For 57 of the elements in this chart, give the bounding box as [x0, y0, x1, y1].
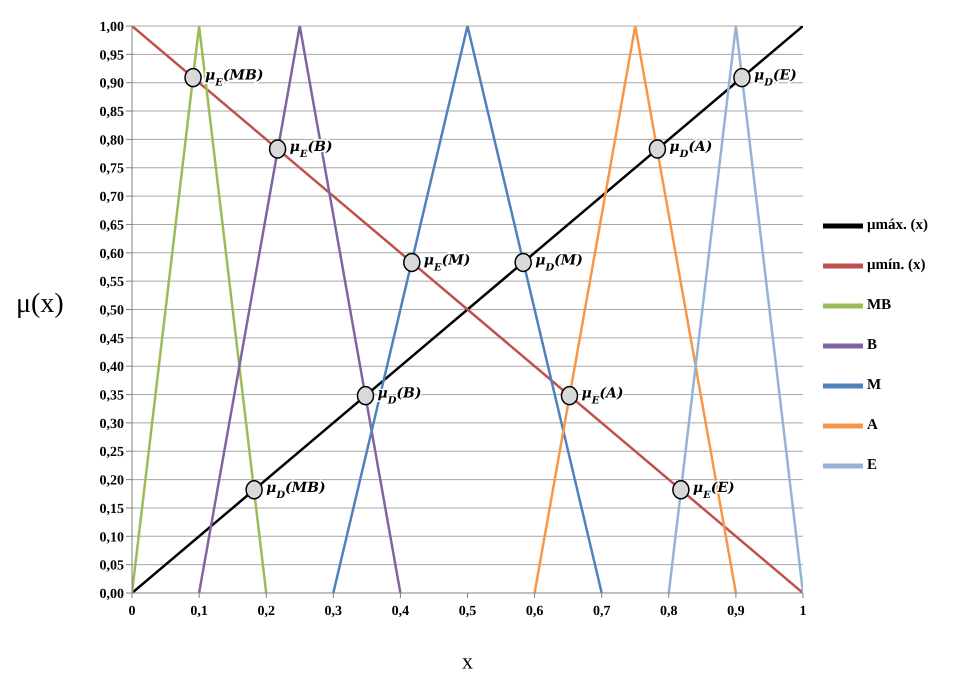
- y-tick-label: 0,20: [100, 474, 124, 489]
- y-tick-label: 0,60: [100, 246, 124, 262]
- x-tick-label: 0,8: [660, 604, 678, 619]
- point: [245, 480, 263, 500]
- y-tick-label: 0,35: [100, 388, 124, 404]
- legend-label: A: [867, 417, 878, 434]
- annotation: μ$_{D}$(MB): [266, 480, 326, 500]
- y-tick-label: 1,00: [100, 20, 124, 35]
- y-tick-label: 0,05: [100, 558, 124, 574]
- y-tick-label: 0,30: [100, 416, 124, 432]
- x-tick-label: 0,2: [257, 604, 275, 619]
- y-tick-label: 0,50: [100, 303, 124, 318]
- x-tick-label: 0: [128, 604, 136, 619]
- y-tick-label: 0,40: [100, 360, 124, 376]
- x-tick-label: 1: [800, 604, 806, 619]
- annotation: μ$_{D}$(M): [535, 252, 583, 273]
- legend-label: μmáx. (x): [867, 217, 928, 234]
- y-tick-label: 0,80: [100, 133, 124, 148]
- x-tick-label: 0,9: [727, 604, 745, 619]
- y-tick-label: 0,10: [100, 530, 124, 546]
- annotation: μ$_{D}$(A): [669, 139, 712, 160]
- point: [268, 139, 286, 159]
- x-tick-label: 0,1: [190, 604, 208, 619]
- point: [356, 386, 374, 406]
- x-tick-label: 0,3: [324, 604, 342, 619]
- point: [672, 480, 690, 500]
- y-tick-label: 0,65: [100, 218, 124, 234]
- point: [733, 68, 751, 88]
- legend-label: M: [867, 377, 882, 394]
- y-axis-title: μ(x): [16, 288, 64, 320]
- y-tick-label: 0,15: [100, 502, 124, 517]
- x-tick-label: 0,4: [392, 604, 410, 619]
- point: [514, 252, 532, 272]
- y-tick-label: 0,45: [100, 332, 124, 347]
- legend-label: B: [867, 337, 878, 354]
- y-tick-label: 0,75: [100, 162, 124, 177]
- y-tick-label: 0,70: [100, 190, 124, 206]
- y-tick-label: 0,55: [100, 275, 124, 290]
- annotation: μ$_{E}$(A): [581, 386, 624, 406]
- y-tick-label: 0,85: [100, 105, 124, 120]
- legend-label: E: [867, 457, 878, 474]
- y-tick-label: 0,95: [100, 48, 124, 64]
- point: [648, 139, 666, 159]
- legend-label: μmín. (x): [867, 257, 926, 274]
- annotation: μ$_{E}$(M): [424, 252, 470, 273]
- y-tick-label: 0,25: [100, 445, 124, 460]
- annotation: μ$_{D}$(E): [754, 68, 797, 88]
- x-tick-label: 0,6: [526, 604, 544, 619]
- x-tick-label: 0,7: [592, 604, 610, 619]
- y-tick-label: 0,90: [100, 76, 124, 92]
- x-axis-title: x: [462, 648, 473, 674]
- x-tick-label: 0,5: [458, 604, 476, 619]
- legend-label: MB: [867, 297, 892, 314]
- point: [184, 68, 202, 88]
- point: [403, 252, 421, 272]
- y-tick-label: 0,00: [100, 586, 124, 602]
- point: [560, 386, 578, 406]
